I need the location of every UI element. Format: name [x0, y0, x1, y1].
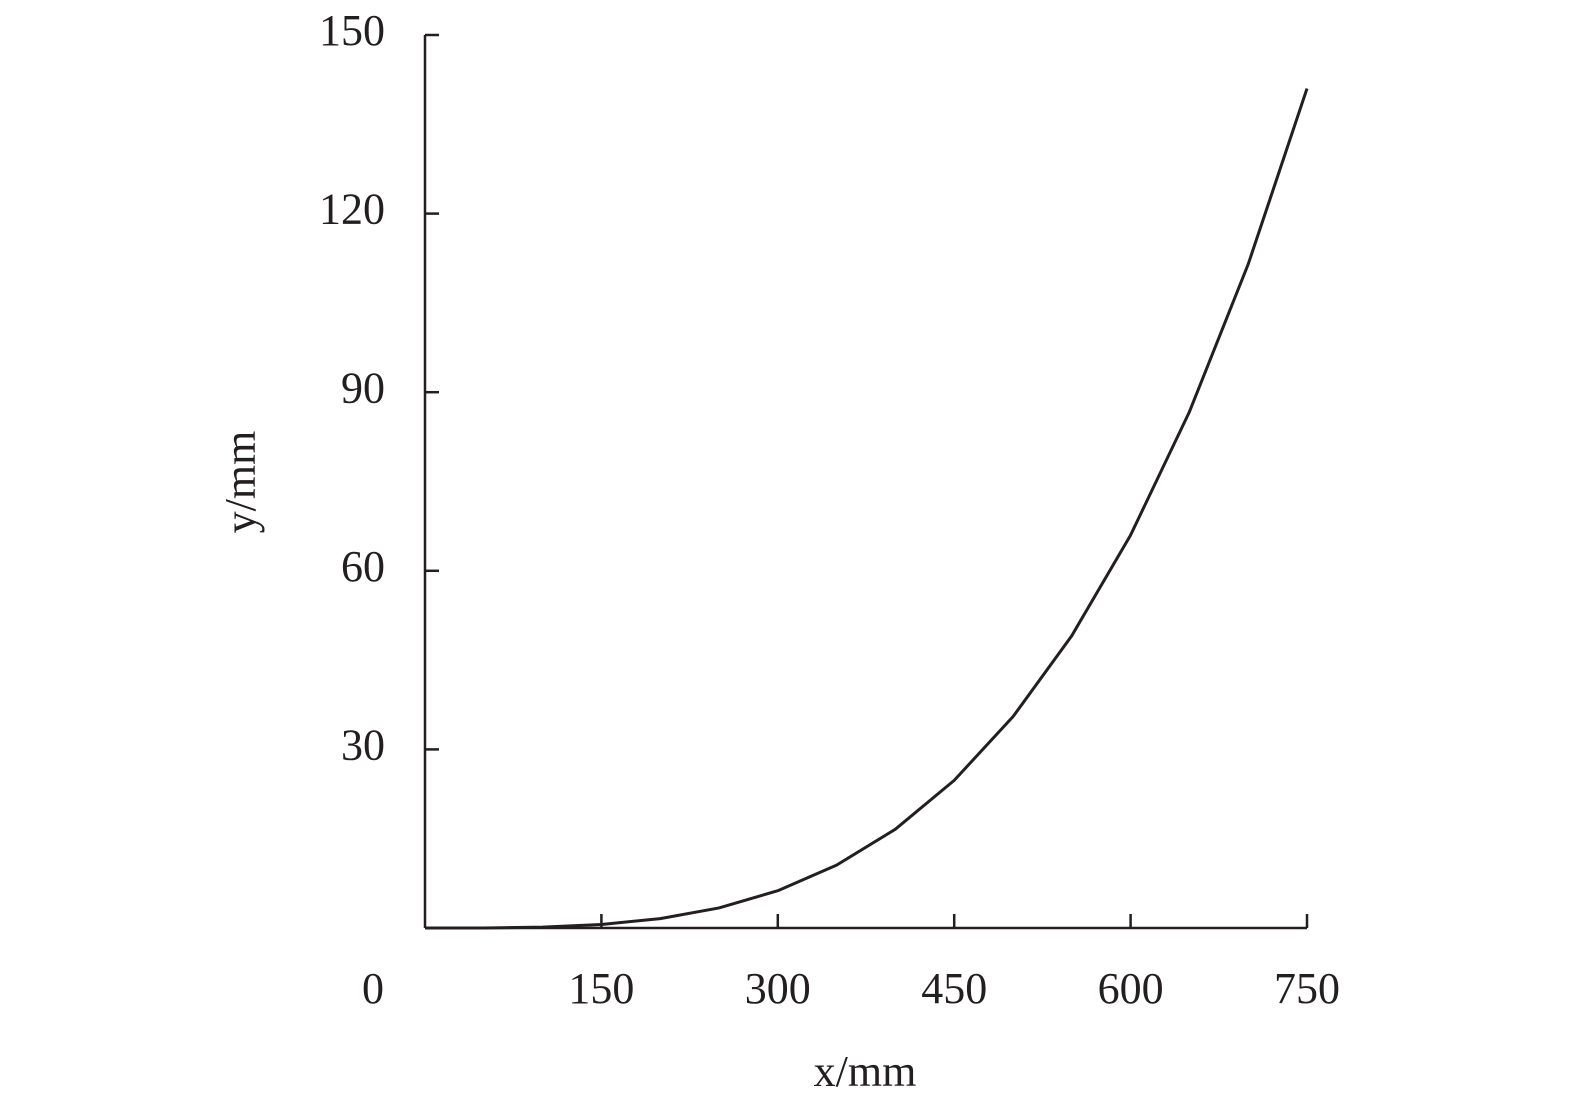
- line: [424, 88, 1309, 930]
- x-tick-label: 300: [745, 964, 811, 1013]
- y-tick-label: 90: [341, 363, 385, 412]
- y-axis-label: y/mm: [216, 431, 265, 534]
- x-tick-label: 150: [568, 964, 634, 1013]
- y-tick-label: 120: [319, 185, 385, 234]
- x-tick-label: 450: [921, 964, 987, 1013]
- x-tick-label: 750: [1274, 964, 1340, 1013]
- x-tick-label: 0: [362, 964, 384, 1013]
- y-tick-label: 150: [319, 6, 385, 55]
- x-tick-label: 600: [1098, 964, 1164, 1013]
- y-tick-label: 30: [341, 720, 385, 769]
- y-tick-label: 60: [341, 542, 385, 591]
- x-axis-label: x/mm: [814, 1047, 917, 1096]
